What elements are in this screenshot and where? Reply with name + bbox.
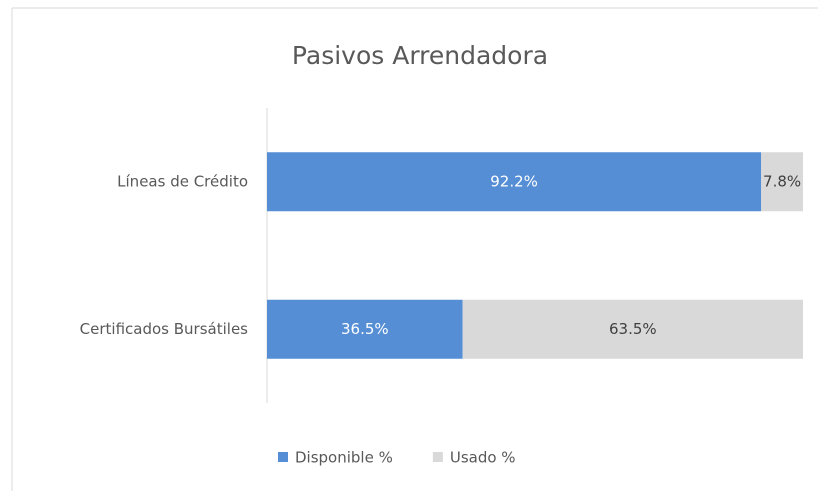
- legend-swatch: [432, 452, 443, 462]
- bar-segment: [761, 152, 803, 212]
- legend-label: Disponible %: [295, 449, 393, 467]
- data-label: 7.8%: [763, 172, 801, 190]
- data-label: 36.5%: [341, 320, 389, 338]
- bar-segment: [462, 299, 803, 359]
- chart-title: Pasivos Arrendadora: [292, 41, 548, 70]
- legend-label: Usado %: [450, 449, 516, 467]
- data-label: 92.2%: [490, 172, 538, 190]
- data-label: 63.5%: [609, 320, 657, 338]
- y-tick-label: Certificados Bursátiles: [80, 320, 249, 338]
- legend-swatch: [278, 452, 288, 462]
- y-tick-label: Líneas de Crédito: [117, 172, 248, 190]
- bar-segment: [267, 299, 463, 359]
- bar-segment: [267, 152, 762, 212]
